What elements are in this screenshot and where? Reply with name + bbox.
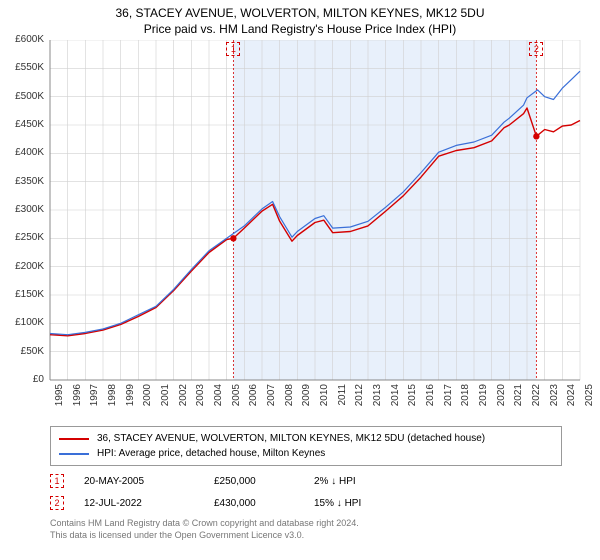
x-axis-label: 1995 xyxy=(54,384,65,412)
x-axis-label: 2025 xyxy=(584,384,595,412)
y-axis-label: £200K xyxy=(2,261,44,272)
x-axis-label: 2016 xyxy=(425,384,436,412)
x-axis-label: 2000 xyxy=(142,384,153,412)
legend-item: 36, STACEY AVENUE, WOLVERTON, MILTON KEY… xyxy=(59,431,553,446)
x-axis-label: 2013 xyxy=(372,384,383,412)
transaction-price: £250,000 xyxy=(214,476,314,487)
transaction-delta: 2% ↓ HPI xyxy=(314,476,414,487)
footer-line-1: Contains HM Land Registry data © Crown c… xyxy=(50,518,562,530)
x-axis-label: 2003 xyxy=(195,384,206,412)
x-axis-label: 1997 xyxy=(89,384,100,412)
x-axis-label: 2006 xyxy=(248,384,259,412)
x-axis-label: 2010 xyxy=(319,384,330,412)
legend-box: 36, STACEY AVENUE, WOLVERTON, MILTON KEY… xyxy=(50,426,562,466)
legend-label: HPI: Average price, detached house, Milt… xyxy=(97,448,325,459)
x-axis-label: 2005 xyxy=(231,384,242,412)
chart-title: 36, STACEY AVENUE, WOLVERTON, MILTON KEY… xyxy=(0,0,600,20)
transaction-date: 20-MAY-2005 xyxy=(84,476,214,487)
x-axis-label: 2018 xyxy=(460,384,471,412)
transaction-delta: 15% ↓ HPI xyxy=(314,498,414,509)
x-axis-label: 2012 xyxy=(354,384,365,412)
y-axis-label: £350K xyxy=(2,176,44,187)
x-axis-label: 2004 xyxy=(213,384,224,412)
x-axis-label: 2007 xyxy=(266,384,277,412)
y-axis-label: £550K xyxy=(2,62,44,73)
x-axis-label: 2002 xyxy=(178,384,189,412)
x-axis-label: 2011 xyxy=(337,384,348,412)
x-axis-label: 1996 xyxy=(72,384,83,412)
y-axis-label: £250K xyxy=(2,232,44,243)
y-axis-label: £600K xyxy=(2,34,44,45)
marker-label: 1 xyxy=(226,42,240,56)
x-axis-label: 2021 xyxy=(513,384,524,412)
transactions-table: 1 20-MAY-2005£250,0002% ↓ HPI 2 12-JUL-2022… xyxy=(50,470,562,514)
x-axis-label: 2020 xyxy=(496,384,507,412)
x-axis-label: 2022 xyxy=(531,384,542,412)
legend-line-icon xyxy=(59,438,89,440)
legend-label: 36, STACEY AVENUE, WOLVERTON, MILTON KEY… xyxy=(97,433,485,444)
chart-subtitle: Price paid vs. HM Land Registry's House … xyxy=(0,20,600,40)
chart-area: £0 £50K £100K £150K £200K £250K £300K £350K £400… xyxy=(0,40,600,420)
x-axis-label: 2014 xyxy=(390,384,401,412)
legend-item: HPI: Average price, detached house, Milt… xyxy=(59,446,553,461)
y-axis-label: £150K xyxy=(2,289,44,300)
marker-label: 2 xyxy=(529,42,543,56)
y-axis-label: £500K xyxy=(2,91,44,102)
x-axis-label: 1999 xyxy=(125,384,136,412)
y-axis-label: £100K xyxy=(2,317,44,328)
chart-svg xyxy=(0,40,600,420)
y-axis-label: £50K xyxy=(2,346,44,357)
transaction-date: 12-JUL-2022 xyxy=(84,498,214,509)
y-axis-label: £400K xyxy=(2,147,44,158)
x-axis-label: 2019 xyxy=(478,384,489,412)
footer: Contains HM Land Registry data © Crown c… xyxy=(50,518,562,541)
x-axis-label: 2008 xyxy=(284,384,295,412)
transaction-row: 2 12-JUL-2022£430,00015% ↓ HPI xyxy=(50,492,562,514)
x-axis-label: 2017 xyxy=(443,384,454,412)
y-axis-label: £0 xyxy=(2,374,44,385)
legend-line-icon xyxy=(59,453,89,455)
x-axis-label: 2009 xyxy=(301,384,312,412)
x-axis-label: 2024 xyxy=(566,384,577,412)
transaction-marker: 1 xyxy=(50,474,64,488)
y-axis-label: £300K xyxy=(2,204,44,215)
y-axis-label: £450K xyxy=(2,119,44,130)
transaction-row: 1 20-MAY-2005£250,0002% ↓ HPI xyxy=(50,470,562,492)
transaction-marker: 2 xyxy=(50,496,64,510)
x-axis-label: 2001 xyxy=(160,384,171,412)
transaction-price: £430,000 xyxy=(214,498,314,509)
x-axis-label: 2023 xyxy=(549,384,560,412)
footer-line-2: This data is licensed under the Open Gov… xyxy=(50,530,562,542)
chart-container: 36, STACEY AVENUE, WOLVERTON, MILTON KEY… xyxy=(0,0,600,560)
x-axis-label: 2015 xyxy=(407,384,418,412)
x-axis-label: 1998 xyxy=(107,384,118,412)
